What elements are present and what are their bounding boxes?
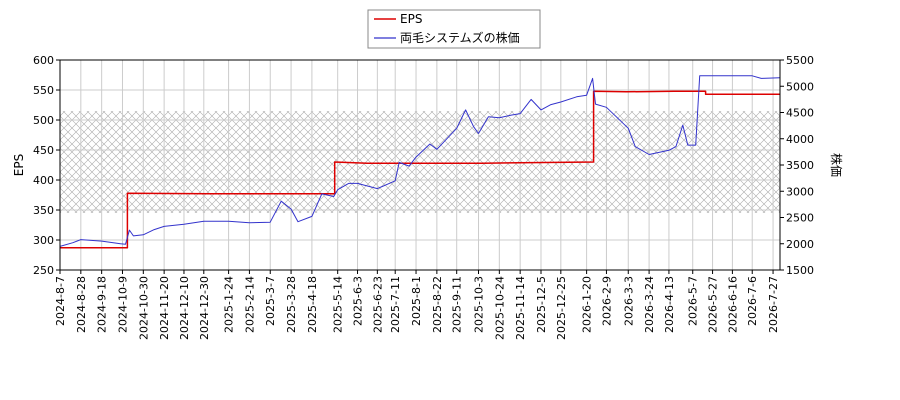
x-tick-label: 2024-10-9 <box>116 276 129 333</box>
legend-box <box>367 9 541 49</box>
x-tick-label: 2024-11-20 <box>158 276 171 340</box>
x-tick-label: 2025-11-14 <box>514 276 527 340</box>
right-tick-label: 5000 <box>786 80 814 93</box>
right-tick-label: 1500 <box>786 264 814 277</box>
x-tick-label: 2026-4-13 <box>663 276 676 333</box>
series-layer <box>59 75 781 249</box>
x-tick-label: 2024-8-28 <box>75 276 88 333</box>
left-tick-label: 250 <box>33 264 54 277</box>
x-tick-label: 2026-3-24 <box>643 276 656 333</box>
x-tick-label: 2026-5-27 <box>707 276 720 333</box>
x-tick-label: 2024-9-18 <box>96 276 109 333</box>
right-tick-label: 2500 <box>786 212 814 225</box>
x-tick-label: 2024-12-30 <box>198 276 211 340</box>
right-axis-title: 株価 <box>829 153 844 177</box>
x-tick-label: 2024-12-10 <box>178 276 191 340</box>
x-tick-label: 2025-7-11 <box>389 276 402 333</box>
price-series-line <box>59 75 781 247</box>
x-tick-label: 2025-9-11 <box>451 276 464 333</box>
x-tick-label: 2025-8-1 <box>410 276 423 326</box>
x-tick-label: 2026-5-7 <box>687 276 700 326</box>
right-tick-label: 3000 <box>786 185 814 198</box>
x-tick-label: 2025-8-22 <box>431 276 444 333</box>
x-tick-label: 2025-4-18 <box>306 276 319 333</box>
left-tick-label: 600 <box>33 54 54 67</box>
right-tick-label: 4000 <box>786 133 814 146</box>
x-tick-label: 2025-2-14 <box>243 276 256 333</box>
x-tick-label: 2024-10-30 <box>137 276 150 340</box>
left-axis: 250 300 350 400 450 500 550 600 <box>33 54 60 277</box>
x-tick-label: 2025-3-28 <box>285 276 298 333</box>
x-tick-label: 2026-3-3 <box>622 276 635 326</box>
x-tick-label: 2026-7-6 <box>746 276 759 326</box>
left-tick-label: 500 <box>33 114 54 127</box>
x-tick-label: 2025-3-7 <box>264 276 277 326</box>
x-tick-label: 2024-8-7 <box>54 276 67 326</box>
left-tick-label: 350 <box>33 204 54 217</box>
right-axis: 1500 2000 2500 3000 3500 4000 4500 5000 5500 <box>780 54 814 277</box>
x-tick-label: 2026-2-9 <box>600 276 613 326</box>
eps-series-line <box>60 90 780 249</box>
x-tick-label: 2026-6-16 <box>726 276 739 333</box>
right-tick-label: 4500 <box>786 107 814 120</box>
legend-price-label: 両毛システムズの株価 <box>400 30 520 45</box>
x-tick-label: 2025-1-24 <box>223 276 236 333</box>
x-tick-label: 2025-12-5 <box>535 276 548 333</box>
left-tick-label: 450 <box>33 144 54 157</box>
right-tick-label: 3500 <box>786 159 814 172</box>
left-tick-label: 400 <box>33 174 54 187</box>
x-tick-label: 2025-5-14 <box>332 276 345 333</box>
x-tick-label: 2026-1-20 <box>581 276 594 333</box>
x-tick-label: 2026-7-27 <box>767 276 780 333</box>
right-tick-label: 5500 <box>786 54 814 67</box>
x-tick-label: 2025-10-24 <box>493 276 506 340</box>
x-tick-label: 2025-10-3 <box>473 276 486 333</box>
x-axis: 2024-8-7 2024-8-28 2024-9-18 2024-10-9 2024-… <box>54 270 780 340</box>
hatch-band <box>60 111 780 213</box>
legend: EPS 両毛システムズの株価 <box>367 9 541 49</box>
legend-eps-label: EPS <box>400 12 422 26</box>
right-tick-label: 2000 <box>786 238 814 251</box>
left-tick-label: 550 <box>33 84 54 97</box>
left-tick-label: 300 <box>33 234 54 247</box>
x-tick-label: 2025-6-3 <box>352 276 365 326</box>
left-axis-title: EPS <box>12 154 26 176</box>
x-tick-label: 2025-6-23 <box>371 276 384 333</box>
x-tick-label: 2025-12-25 <box>555 276 568 340</box>
